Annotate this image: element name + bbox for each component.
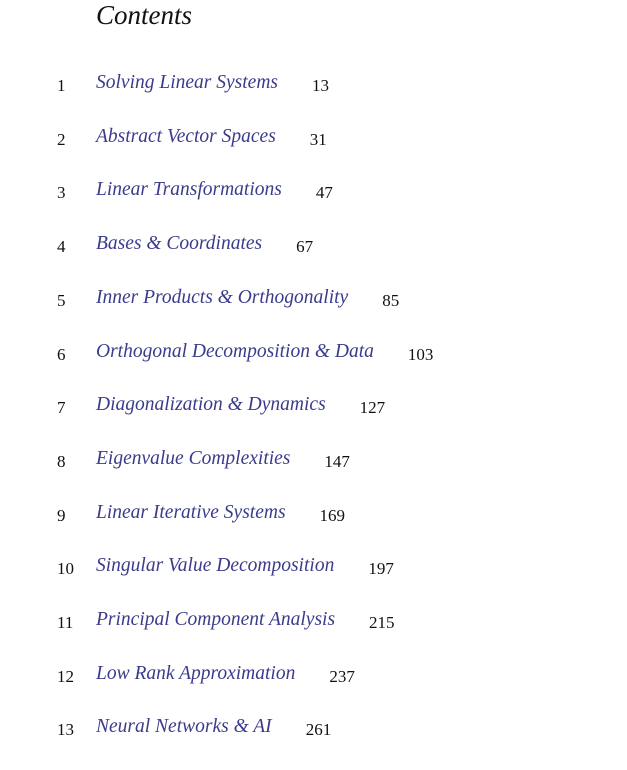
page-title: Contents: [96, 0, 193, 30]
chapter-title[interactable]: Bases & Coordinates: [96, 233, 263, 255]
chapter-number: 12: [57, 666, 74, 686]
page-number: 31: [309, 129, 327, 149]
page-number: 261: [305, 720, 332, 740]
chapter-number: 2: [57, 129, 66, 149]
chapter-title[interactable]: Solving Linear Systems: [96, 72, 278, 93]
page-number: 147: [324, 451, 350, 471]
page-number: 67: [296, 237, 314, 257]
chapter-number: 7: [57, 398, 66, 418]
chapter-title[interactable]: Inner Products & Orthogonality: [96, 286, 349, 308]
page-number: 85: [382, 290, 400, 310]
chapter-title[interactable]: Linear Iterative Systems: [96, 501, 286, 523]
chapter-link[interactable]: Orthogonal Decomposition & Data 103: [96, 340, 434, 364]
chapter-number: 8: [57, 451, 66, 471]
chapter-link[interactable]: Principal Component Analysis 215: [96, 609, 395, 632]
chapter-title[interactable]: Low Rank Approximation: [96, 662, 296, 684]
chapter-link[interactable]: Linear Iterative Systems 169: [96, 501, 346, 525]
chapter-title[interactable]: Principal Component Analysis: [96, 609, 336, 630]
chapter-title[interactable]: Orthogonal Decomposition & Data: [96, 340, 374, 362]
page-number: 13: [311, 76, 329, 95]
chapter-title[interactable]: Linear Transformations: [96, 179, 282, 201]
chapter-title[interactable]: Neural Networks & AI: [96, 716, 272, 738]
chapter-link[interactable]: Singular Value Decomposition 197: [96, 555, 394, 579]
chapter-link[interactable]: Low Rank Approximation 237: [96, 662, 355, 686]
page-number: 127: [359, 398, 386, 418]
chapter-link[interactable]: Inner Products & Orthogonality 85: [96, 286, 400, 310]
chapter-link[interactable]: Diagonalization & Dynamics 127: [96, 394, 386, 418]
chapter-title[interactable]: Eigenvalue Complexities: [96, 447, 291, 469]
chapter-number: 6: [57, 344, 66, 364]
chapter-link[interactable]: Abstract Vector Spaces 31: [96, 125, 327, 149]
page-number: 103: [407, 344, 434, 364]
page-number: 197: [368, 559, 394, 579]
chapter-link[interactable]: Solving Linear Systems 13: [96, 72, 329, 95]
chapter-number: 11: [57, 613, 74, 632]
chapter-number: 1: [57, 76, 66, 95]
chapter-link[interactable]: Eigenvalue Complexities 147: [96, 447, 350, 471]
chapter-number: 9: [57, 505, 66, 525]
chapter-number: 4: [57, 237, 66, 257]
page-number: 169: [319, 505, 346, 525]
chapter-title[interactable]: Diagonalization & Dynamics: [96, 394, 326, 416]
page-number: 47: [315, 183, 333, 203]
chapter-link[interactable]: Neural Networks & AI 261: [96, 716, 332, 740]
chapter-title[interactable]: Singular Value Decomposition: [96, 555, 335, 577]
page-number: 237: [329, 666, 355, 686]
chapter-number: 3: [57, 183, 66, 203]
chapter-link[interactable]: Linear Transformations 47: [96, 179, 333, 203]
chapter-number: 5: [57, 290, 66, 310]
chapter-title[interactable]: Abstract Vector Spaces: [96, 125, 276, 147]
chapter-number: 13: [57, 720, 74, 740]
chapter-link[interactable]: Bases & Coordinates 67: [96, 233, 314, 257]
chapter-number: 10: [57, 559, 74, 579]
page-number: 215: [369, 613, 395, 632]
